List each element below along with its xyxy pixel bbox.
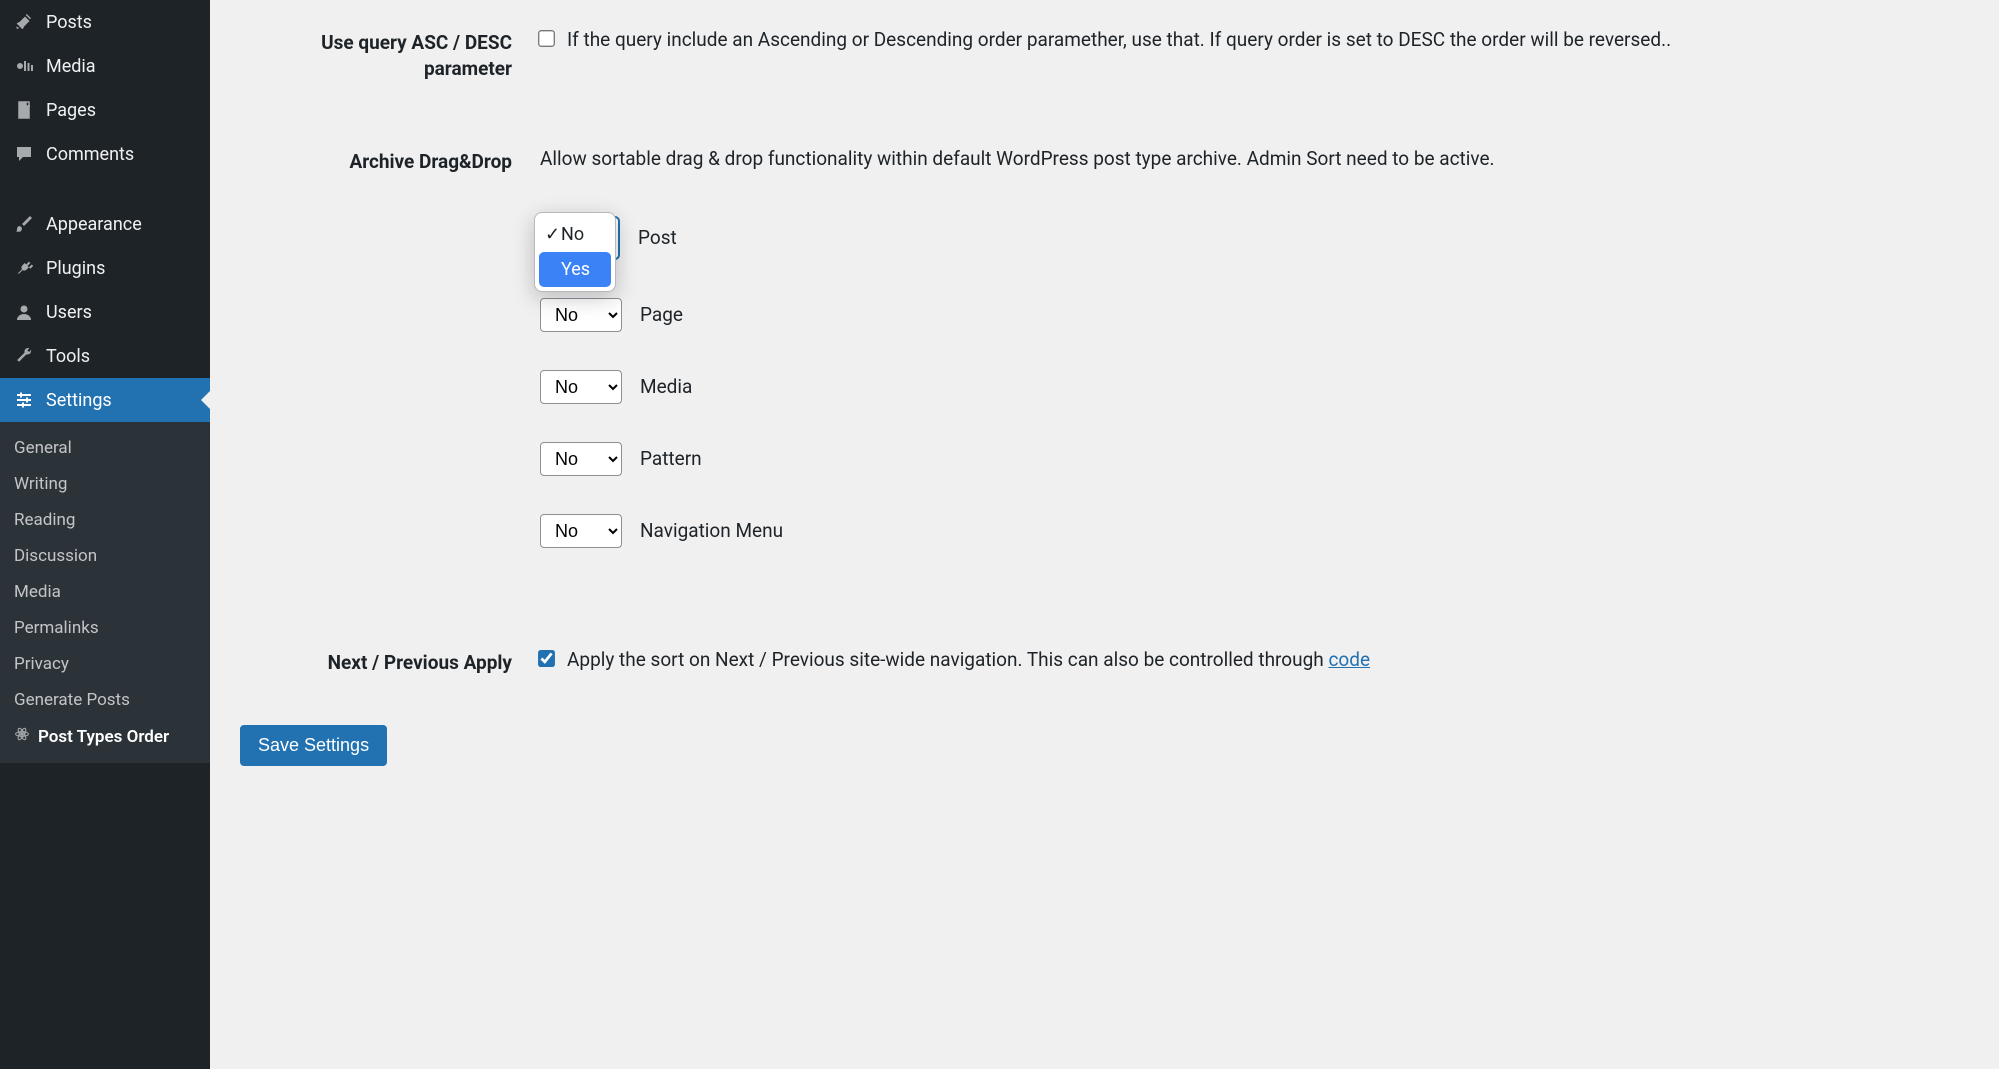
sidebar-item-users[interactable]: Users bbox=[0, 290, 210, 334]
dd-row-navigation-menu: No Navigation Menu bbox=[540, 514, 1965, 548]
sidebar-item-plugins[interactable]: Plugins bbox=[0, 246, 210, 290]
sliders-icon bbox=[12, 388, 36, 412]
select-page[interactable]: No bbox=[540, 298, 622, 332]
settings-form-table: Use query ASC / DESC parameter If the qu… bbox=[240, 10, 1975, 695]
media-icon bbox=[12, 54, 36, 78]
next-prev-checkbox[interactable] bbox=[538, 650, 555, 667]
select-media[interactable]: No bbox=[540, 370, 622, 404]
submenu-reading[interactable]: Reading bbox=[0, 502, 210, 538]
post-type-label: Page bbox=[640, 301, 683, 330]
select-navigation-menu[interactable]: No bbox=[540, 514, 622, 548]
post-type-label: Media bbox=[640, 373, 692, 402]
row-use-query: Use query ASC / DESC parameter If the qu… bbox=[240, 10, 1975, 101]
sidebar-item-label: Users bbox=[46, 302, 92, 323]
pages-icon bbox=[12, 98, 36, 122]
select-post[interactable]: ✓No Yes bbox=[540, 216, 620, 260]
next-prev-description: Apply the sort on Next / Previous site-w… bbox=[567, 646, 1370, 675]
settings-submenu: General Writing Reading Discussion Media… bbox=[0, 422, 210, 763]
sidebar-item-settings[interactable]: Settings bbox=[0, 378, 210, 422]
check-icon: ✓ bbox=[545, 221, 559, 248]
plug-icon bbox=[12, 256, 36, 280]
sidebar-item-label: Appearance bbox=[46, 214, 142, 235]
archive-description: Allow sortable drag & drop functionality… bbox=[540, 145, 1965, 174]
sidebar-item-label: Comments bbox=[46, 144, 134, 165]
label-use-query: Use query ASC / DESC parameter bbox=[240, 10, 540, 101]
archive-post-types: ✓No Yes Post No bbox=[540, 216, 1965, 548]
submenu-generate-posts[interactable]: Generate Posts bbox=[0, 682, 210, 718]
post-type-label: Pattern bbox=[640, 445, 702, 474]
submenu-media[interactable]: Media bbox=[0, 574, 210, 610]
sidebar-item-appearance[interactable]: Appearance bbox=[0, 202, 210, 246]
sidebar-item-label: Settings bbox=[46, 390, 112, 411]
select-pattern[interactable]: No bbox=[540, 442, 622, 476]
select-post-dropdown: ✓No Yes bbox=[534, 212, 616, 292]
sidebar-item-label: Media bbox=[46, 56, 96, 77]
comment-icon bbox=[12, 142, 36, 166]
sidebar-item-label: Plugins bbox=[46, 258, 105, 279]
dd-row-pattern: No Pattern bbox=[540, 442, 1965, 476]
save-settings-button[interactable]: Save Settings bbox=[240, 725, 387, 766]
atom-icon bbox=[14, 726, 34, 747]
admin-sidebar: Posts Media Pages Comments Appearance Pl… bbox=[0, 0, 210, 1069]
label-archive-dragdrop: Archive Drag&Drop bbox=[240, 101, 540, 606]
submenu-permalinks[interactable]: Permalinks bbox=[0, 610, 210, 646]
user-icon bbox=[12, 300, 36, 324]
sidebar-item-label: Tools bbox=[46, 346, 90, 367]
post-type-label: Post bbox=[638, 224, 677, 253]
select-option-no[interactable]: ✓No bbox=[539, 217, 611, 252]
submenu-writing[interactable]: Writing bbox=[0, 466, 210, 502]
use-query-description: If the query include an Ascending or Des… bbox=[567, 26, 1671, 55]
submenu-discussion[interactable]: Discussion bbox=[0, 538, 210, 574]
select-option-yes[interactable]: Yes bbox=[539, 252, 611, 287]
settings-content: Use query ASC / DESC parameter If the qu… bbox=[210, 0, 1999, 1069]
row-next-previous: Next / Previous Apply Apply the sort on … bbox=[240, 606, 1975, 696]
brush-icon bbox=[12, 212, 36, 236]
sidebar-item-media[interactable]: Media bbox=[0, 44, 210, 88]
dd-row-post: ✓No Yes Post bbox=[540, 216, 1965, 260]
sidebar-item-posts[interactable]: Posts bbox=[0, 0, 210, 44]
sidebar-item-comments[interactable]: Comments bbox=[0, 132, 210, 176]
submenu-privacy[interactable]: Privacy bbox=[0, 646, 210, 682]
label-next-previous: Next / Previous Apply bbox=[240, 606, 540, 696]
sidebar-item-label: Pages bbox=[46, 100, 96, 121]
use-query-checkbox[interactable] bbox=[538, 30, 555, 47]
sidebar-item-tools[interactable]: Tools bbox=[0, 334, 210, 378]
post-type-label: Navigation Menu bbox=[640, 517, 783, 546]
sidebar-item-pages[interactable]: Pages bbox=[0, 88, 210, 132]
dd-row-page: No Page bbox=[540, 298, 1965, 332]
code-link[interactable]: code bbox=[1328, 648, 1370, 671]
row-archive-dragdrop: Archive Drag&Drop Allow sortable drag & … bbox=[240, 101, 1975, 606]
pin-icon bbox=[12, 10, 36, 34]
submenu-general[interactable]: General bbox=[0, 430, 210, 466]
dd-row-media: No Media bbox=[540, 370, 1965, 404]
submenu-post-types-order[interactable]: Post Types Order bbox=[0, 718, 210, 755]
sidebar-item-label: Posts bbox=[46, 12, 92, 33]
wrench-icon bbox=[12, 344, 36, 368]
